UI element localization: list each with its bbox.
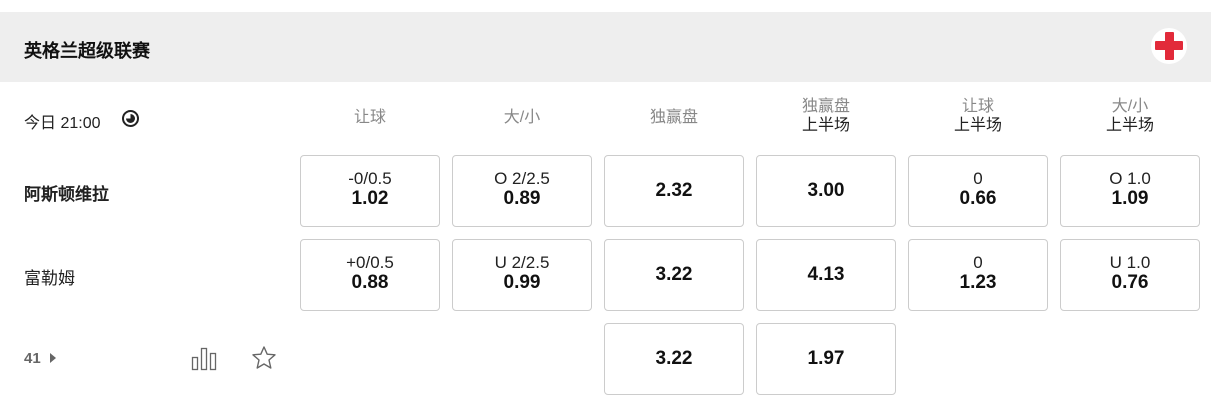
star-icon[interactable] [251,345,277,371]
odds-value: 0.66 [959,188,997,209]
odds-line: +0/0.5 [346,253,394,272]
column-header: 让球 [300,108,440,127]
column-header: 让球 上半场 [908,97,1048,135]
odds-button[interactable]: 0 0.66 [908,155,1048,227]
more-markets-count[interactable]: 41 [24,350,41,367]
odds-button[interactable]: 3.22 [604,239,744,311]
odds-line: U 2/2.5 [494,253,550,272]
league-title: 英格兰超级联赛 [24,41,150,61]
column-label: 独赢盘 [801,98,850,115]
odds-button[interactable]: 3.00 [756,155,896,227]
odds-button[interactable]: -0/0.5 1.02 [300,155,440,227]
odds-button[interactable]: U 1.0 0.76 [1060,239,1200,311]
away-team-name: 富勒姆 [24,269,75,288]
odds-value: 3.22 [655,264,693,285]
column-sublabel: 上半场 [1105,117,1154,134]
odds-value: 3.00 [807,180,845,201]
odds-value: 1.09 [1111,188,1149,209]
column-label: 让球 [353,109,386,126]
odds-button[interactable]: U 2/2.5 0.99 [452,239,592,311]
england-flag-icon [1151,28,1187,64]
odds-button[interactable]: +0/0.5 0.88 [300,239,440,311]
column-label: 大/小 [1111,98,1149,115]
column-label: 独赢盘 [649,109,698,126]
column-label: 大/小 [503,109,541,126]
odds-value: 1.02 [351,188,389,209]
odds-button[interactable]: 4.13 [756,239,896,311]
clock-icon [122,110,139,127]
match-time: 今日 21:00 [24,115,101,132]
odds-value: 1.97 [807,348,845,369]
home-team-name: 阿斯顿维拉 [24,185,109,204]
odds-value: 3.22 [655,348,693,369]
odds-button[interactable]: O 1.0 1.09 [1060,155,1200,227]
odds-button[interactable]: 0 1.23 [908,239,1048,311]
odds-value: 1.23 [959,272,997,293]
odds-value: 0.76 [1111,272,1149,293]
odds-button[interactable]: 2.32 [604,155,744,227]
column-header: 大/小 [452,108,592,127]
draw-odds-button[interactable]: 1.97 [756,323,896,395]
draw-odds-button[interactable]: 3.22 [604,323,744,395]
odds-line: U 1.0 [1109,253,1151,272]
column-sublabel: 上半场 [953,117,1002,134]
odds-line: 0 [973,253,983,272]
caret-right-icon[interactable] [50,353,56,363]
odds-line: O 1.0 [1109,169,1151,188]
odds-value: 4.13 [807,264,845,285]
column-sublabel: 上半场 [801,117,850,134]
odds-line: O 2/2.5 [494,169,550,188]
odds-button[interactable]: O 2/2.5 0.89 [452,155,592,227]
column-header: 独赢盘 [604,108,744,127]
odds-line: -0/0.5 [348,169,392,188]
league-header: 英格兰超级联赛 [0,12,1211,82]
column-header: 独赢盘 上半场 [756,97,896,135]
odds-value: 0.88 [351,272,389,293]
odds-value: 2.32 [655,180,693,201]
odds-line: 0 [973,169,983,188]
column-label: 让球 [961,98,994,115]
bar-chart-icon[interactable] [191,345,217,371]
column-header: 大/小上半场 [1060,97,1200,135]
odds-value: 0.99 [503,272,541,293]
odds-value: 0.89 [503,188,541,209]
